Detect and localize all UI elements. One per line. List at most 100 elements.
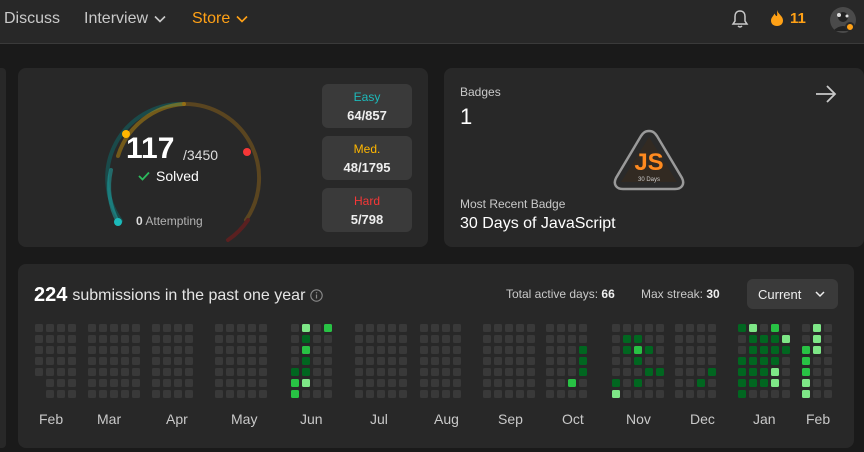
heatmap-cell[interactable] — [377, 368, 385, 376]
heatmap-cell[interactable] — [675, 335, 683, 343]
heatmap-cell[interactable] — [579, 335, 587, 343]
heatmap-cell[interactable] — [623, 335, 631, 343]
heatmap-cell[interactable] — [442, 335, 450, 343]
heatmap-cell[interactable] — [248, 390, 256, 398]
heatmap-cell[interactable] — [324, 357, 332, 365]
heatmap-cell[interactable] — [557, 357, 565, 365]
heatmap-cell[interactable] — [88, 379, 96, 387]
heatmap-cell[interactable] — [813, 379, 821, 387]
heatmap-cell[interactable] — [568, 335, 576, 343]
heatmap-cell[interactable] — [557, 390, 565, 398]
heatmap-cell[interactable] — [431, 346, 439, 354]
heatmap-cell[interactable] — [527, 390, 535, 398]
heatmap-cell[interactable] — [708, 324, 716, 332]
heatmap-cell[interactable] — [377, 346, 385, 354]
heatmap-cell[interactable] — [546, 346, 554, 354]
heatmap-cell[interactable] — [494, 368, 502, 376]
heatmap-cell[interactable] — [579, 390, 587, 398]
heatmap-cell[interactable] — [708, 390, 716, 398]
heatmap-cell[interactable] — [612, 379, 620, 387]
heatmap-cell[interactable] — [237, 390, 245, 398]
heatmap-cell[interactable] — [738, 379, 746, 387]
heatmap-cell[interactable] — [697, 357, 705, 365]
heatmap-cell[interactable] — [634, 324, 642, 332]
heatmap-cell[interactable] — [237, 368, 245, 376]
heatmap-cell[interactable] — [388, 379, 396, 387]
heatmap-cell[interactable] — [259, 390, 267, 398]
heatmap-cell[interactable] — [420, 346, 428, 354]
heatmap-cell[interactable] — [505, 324, 513, 332]
heatmap-cell[interactable] — [686, 390, 694, 398]
heatmap-cell[interactable] — [302, 368, 310, 376]
heatmap-cell[interactable] — [324, 346, 332, 354]
heatmap-cell[interactable] — [399, 357, 407, 365]
heatmap-cell[interactable] — [527, 335, 535, 343]
heatmap-cell[interactable] — [215, 335, 223, 343]
heatmap-cell[interactable] — [121, 368, 129, 376]
heatmap-cell[interactable] — [771, 368, 779, 376]
heatmap-cell[interactable] — [248, 324, 256, 332]
heatmap-cell[interactable] — [824, 379, 832, 387]
heatmap-cell[interactable] — [453, 324, 461, 332]
heatmap-cell[interactable] — [388, 346, 396, 354]
heatmap-cell[interactable] — [366, 357, 374, 365]
heatmap-cell[interactable] — [237, 324, 245, 332]
heatmap-cell[interactable] — [579, 357, 587, 365]
heatmap-cell[interactable] — [57, 390, 65, 398]
heatmap-cell[interactable] — [802, 357, 810, 365]
heatmap-cell[interactable] — [483, 335, 491, 343]
heatmap-cell[interactable] — [68, 324, 76, 332]
heatmap-cell[interactable] — [226, 346, 234, 354]
heatmap-cell[interactable] — [324, 379, 332, 387]
heatmap-cell[interactable] — [760, 379, 768, 387]
heatmap-cell[interactable] — [121, 379, 129, 387]
heatmap-cell[interactable] — [291, 324, 299, 332]
heatmap-cell[interactable] — [686, 324, 694, 332]
period-select[interactable]: Current — [747, 279, 838, 309]
heatmap-cell[interactable] — [431, 324, 439, 332]
heatmap-cell[interactable] — [152, 324, 160, 332]
heatmap-cell[interactable] — [494, 379, 502, 387]
heatmap-cell[interactable] — [163, 335, 171, 343]
heatmap-cell[interactable] — [771, 379, 779, 387]
heatmap-cell[interactable] — [174, 346, 182, 354]
heatmap-cell[interactable] — [313, 346, 321, 354]
heatmap-cell[interactable] — [226, 357, 234, 365]
heatmap-cell[interactable] — [302, 335, 310, 343]
heatmap-cell[interactable] — [46, 379, 54, 387]
hard-stat[interactable]: Hard 5/798 — [322, 188, 412, 232]
heatmap-cell[interactable] — [237, 357, 245, 365]
heatmap-cell[interactable] — [46, 357, 54, 365]
heatmap-cell[interactable] — [377, 324, 385, 332]
heatmap-cell[interactable] — [46, 324, 54, 332]
heatmap-cell[interactable] — [623, 368, 631, 376]
heatmap-cell[interactable] — [248, 379, 256, 387]
heatmap-cell[interactable] — [771, 346, 779, 354]
heatmap-cell[interactable] — [324, 335, 332, 343]
heatmap-cell[interactable] — [163, 390, 171, 398]
heatmap-cell[interactable] — [645, 324, 653, 332]
heatmap-cell[interactable] — [259, 368, 267, 376]
heatmap-cell[interactable] — [782, 379, 790, 387]
heatmap-cell[interactable] — [453, 346, 461, 354]
heatmap-cell[interactable] — [738, 390, 746, 398]
heatmap-cell[interactable] — [259, 346, 267, 354]
heatmap-cell[interactable] — [313, 335, 321, 343]
heatmap-cell[interactable] — [505, 335, 513, 343]
heatmap-cell[interactable] — [110, 346, 118, 354]
heatmap-cell[interactable] — [302, 357, 310, 365]
heatmap-cell[interactable] — [645, 346, 653, 354]
heatmap-cell[interactable] — [813, 357, 821, 365]
heatmap-cell[interactable] — [697, 379, 705, 387]
heatmap-cell[interactable] — [557, 368, 565, 376]
heatmap-cell[interactable] — [483, 368, 491, 376]
heatmap-cell[interactable] — [568, 346, 576, 354]
heatmap-cell[interactable] — [121, 346, 129, 354]
heatmap-cell[interactable] — [686, 379, 694, 387]
heatmap-cell[interactable] — [656, 346, 664, 354]
heatmap-cell[interactable] — [152, 390, 160, 398]
heatmap-cell[interactable] — [215, 368, 223, 376]
heatmap-cell[interactable] — [431, 357, 439, 365]
heatmap-cell[interactable] — [355, 379, 363, 387]
heatmap-cell[interactable] — [88, 368, 96, 376]
